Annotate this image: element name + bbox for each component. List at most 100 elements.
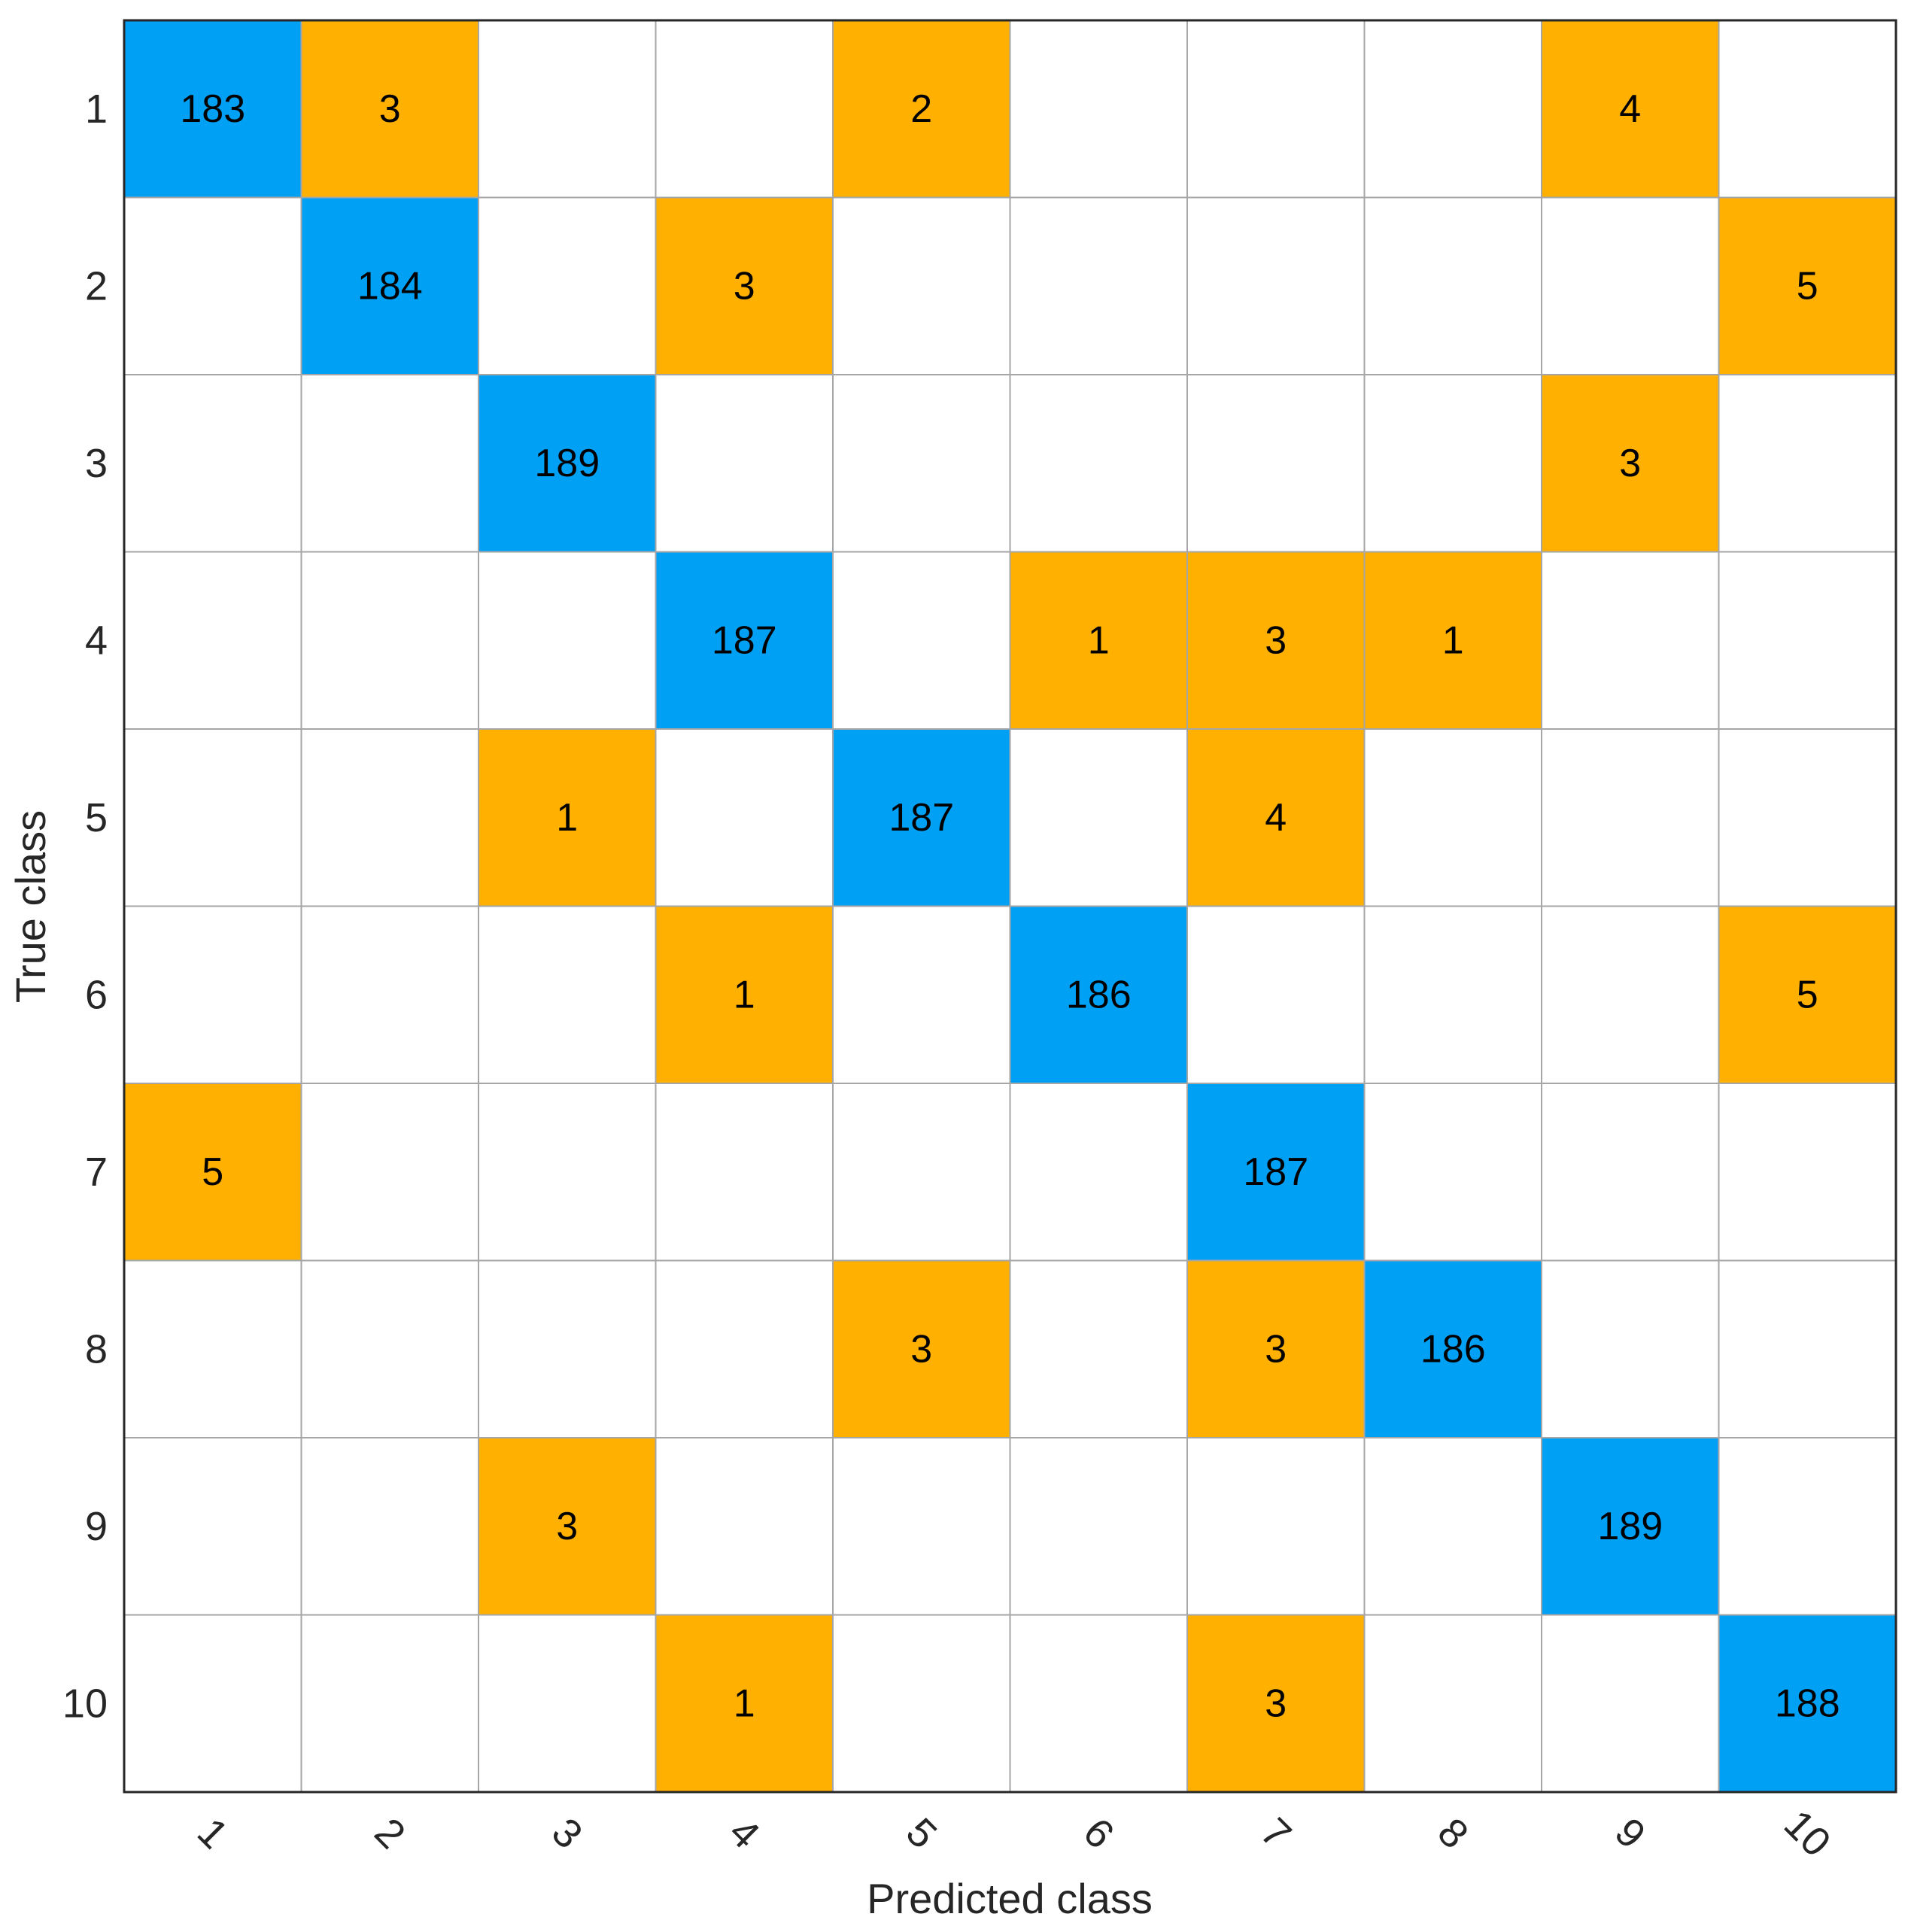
y-tick-label: 2 [85, 263, 108, 308]
cell-r10-c6 [1010, 1615, 1187, 1792]
cell-r5-c7 [1187, 729, 1365, 907]
cell-value-r10-c7: 3 [1265, 1681, 1287, 1725]
x-tick-label: 2 [366, 1809, 414, 1858]
matrix-cells [124, 20, 1896, 1792]
cell-r1-c5 [833, 20, 1010, 198]
cell-value-r2-c4: 3 [734, 264, 755, 308]
cell-value-r2-c10: 5 [1797, 264, 1818, 308]
cell-value-r5-c5: 187 [889, 796, 954, 840]
cell-r2-c6 [1010, 197, 1187, 375]
cell-r7-c4 [655, 1083, 833, 1261]
cell-value-r8-c8: 186 [1420, 1327, 1486, 1371]
cell-r8-c6 [1010, 1260, 1187, 1438]
cell-r3-c8 [1364, 375, 1542, 552]
cell-r7-c10 [1718, 1083, 1896, 1261]
cell-r8-c10 [1718, 1260, 1896, 1438]
cell-r1-c4 [655, 20, 833, 198]
cell-r1-c8 [1364, 20, 1542, 198]
cell-values: 183 3 2 4 184 3 5 189 3 187 1 3 1 1 187 4 1 186 5 5 187 3 3 186… [180, 87, 1840, 1726]
cell-r2-c9 [1542, 197, 1719, 375]
cell-r3-c1 [124, 375, 302, 552]
cell-r7-c5 [833, 1083, 1010, 1261]
cell-value-r10-c10: 188 [1775, 1681, 1840, 1725]
cell-r6-c6 [1010, 906, 1187, 1083]
cell-r1-c9 [1542, 20, 1719, 198]
cell-value-r6-c10: 5 [1797, 973, 1818, 1016]
cell-r2-c1 [124, 197, 302, 375]
cell-r1-c1 [124, 20, 302, 198]
cell-value-r3-c3: 189 [534, 442, 600, 485]
cell-r8-c2 [301, 1260, 478, 1438]
cell-value-r1-c2: 3 [379, 87, 401, 131]
cell-r3-c2 [301, 375, 478, 552]
cell-r6-c1 [124, 906, 302, 1083]
cell-r8-c9 [1542, 1260, 1719, 1438]
cell-value-r5-c3: 1 [556, 796, 578, 840]
cell-r8-c8 [1364, 1260, 1542, 1438]
cell-value-r3-c9: 3 [1619, 442, 1641, 485]
y-tick-label: 4 [85, 618, 108, 663]
cell-value-r7-c1: 5 [202, 1150, 223, 1194]
cell-r2-c5 [833, 197, 1010, 375]
cell-r3-c7 [1187, 375, 1365, 552]
cell-r8-c1 [124, 1260, 302, 1438]
cell-r3-c3 [478, 375, 656, 552]
cell-value-r10-c4: 1 [734, 1681, 755, 1725]
cell-r5-c3 [478, 729, 656, 907]
cell-r10-c3 [478, 1615, 656, 1792]
cell-r1-c6 [1010, 20, 1187, 198]
cell-r2-c2 [301, 197, 478, 375]
x-tick-label: 6 [1074, 1809, 1123, 1858]
cell-r5-c2 [301, 729, 478, 907]
cell-r10-c5 [833, 1615, 1010, 1792]
cell-value-r5-c7: 4 [1265, 796, 1287, 840]
cell-r6-c10 [1718, 906, 1896, 1083]
x-tick-labels: 1 2 3 4 5 6 7 8 9 10 [189, 1802, 1840, 1866]
plot-border [123, 19, 1897, 1794]
cell-r3-c6 [1010, 375, 1187, 552]
y-tick-label: 6 [85, 972, 108, 1017]
cell-value-r6-c6: 186 [1066, 973, 1132, 1016]
cell-r7-c6 [1010, 1083, 1187, 1261]
cell-r9-c1 [124, 1438, 302, 1615]
cell-r4-c4 [655, 551, 833, 729]
cell-r4-c5 [833, 551, 1010, 729]
cell-r5-c9 [1542, 729, 1719, 907]
cell-r4-c8 [1364, 551, 1542, 729]
cell-r3-c4 [655, 375, 833, 552]
cell-value-r1-c1: 183 [180, 87, 245, 131]
cell-value-r8-c5: 3 [910, 1327, 932, 1371]
cell-r3-c5 [833, 375, 1010, 552]
cell-value-r4-c8: 1 [1442, 618, 1464, 662]
cell-r4-c7 [1187, 551, 1365, 729]
cell-value-r2-c2: 184 [357, 264, 423, 308]
cell-r7-c8 [1364, 1083, 1542, 1261]
cell-value-r7-c7: 187 [1243, 1150, 1308, 1194]
y-tick-label: 1 [85, 87, 108, 132]
y-tick-label: 5 [85, 795, 108, 840]
cell-r10-c1 [124, 1615, 302, 1792]
cell-r10-c4 [655, 1615, 833, 1792]
cell-r5-c5 [833, 729, 1010, 907]
cell-value-r6-c4: 1 [734, 973, 755, 1016]
cell-r7-c3 [478, 1083, 656, 1261]
cell-r9-c7 [1187, 1438, 1365, 1615]
y-axis-title: True class [7, 810, 54, 1003]
cell-r3-c9 [1542, 375, 1719, 552]
cell-r5-c1 [124, 729, 302, 907]
cell-r9-c9 [1542, 1438, 1719, 1615]
cell-r4-c1 [124, 551, 302, 729]
x-tick-label: 4 [720, 1809, 768, 1858]
cell-value-r9-c9: 189 [1597, 1505, 1663, 1548]
x-tick-label: 9 [1606, 1809, 1654, 1858]
cell-r9-c5 [833, 1438, 1010, 1615]
y-tick-label: 7 [85, 1150, 108, 1195]
cell-r9-c4 [655, 1438, 833, 1615]
y-tick-labels: 1 2 3 4 5 6 7 8 9 10 [62, 87, 108, 1727]
cell-r7-c1 [124, 1083, 302, 1261]
y-tick-label: 10 [62, 1681, 108, 1726]
cell-r4-c9 [1542, 551, 1719, 729]
x-tick-label: 8 [1429, 1809, 1477, 1858]
cell-r4-c10 [1718, 551, 1896, 729]
